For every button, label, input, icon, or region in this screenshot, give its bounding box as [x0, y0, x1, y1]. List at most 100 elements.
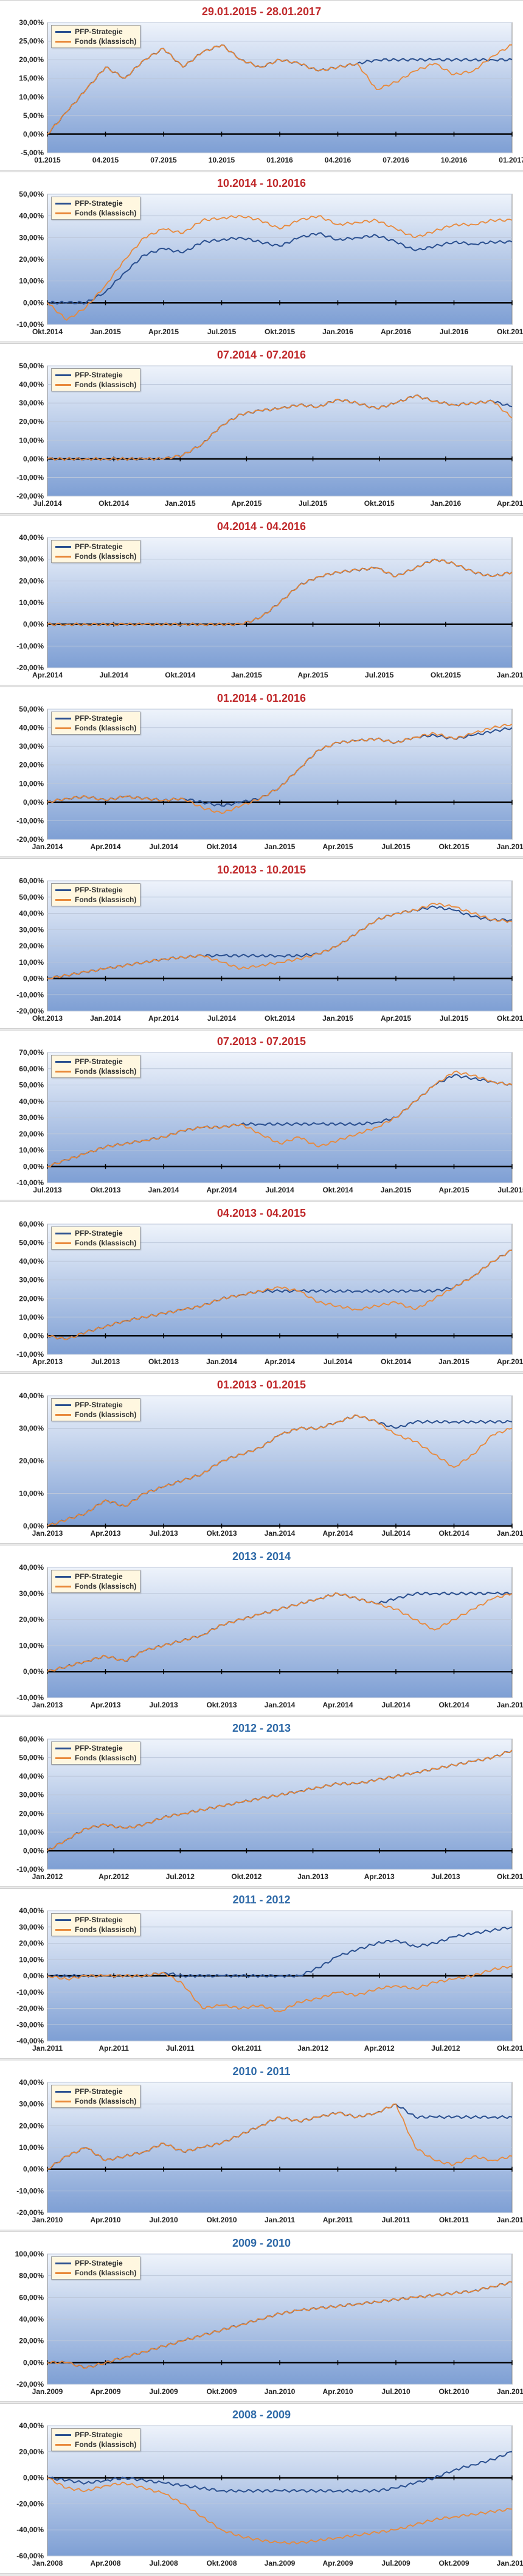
- series-line-fonds-klassisch: [47, 902, 513, 980]
- x-tick-label: Okt.2012: [231, 1872, 262, 1881]
- y-tick-label: -10,00%: [16, 642, 44, 650]
- x-tick-label: Apr.2010: [322, 2387, 353, 2396]
- legend-swatch: [55, 1070, 71, 1073]
- legend-swatch: [55, 2272, 71, 2274]
- x-tick-label: Jan.2012: [297, 2044, 328, 2053]
- legend: PFP-Strategie Fonds (klassisch): [51, 1741, 141, 1765]
- chart-title: 04.2014 - 04.2016: [216, 520, 307, 533]
- y-tick-label: 40,00%: [19, 2315, 44, 2323]
- x-tick-label: Jan.2015: [322, 1014, 353, 1023]
- x-tick-label: Okt.2014: [206, 842, 237, 851]
- x-tick-label: Jul.2015: [381, 842, 410, 851]
- chart-title: 01.2014 - 01.2016: [216, 692, 307, 704]
- x-tick-label: Apr.2015: [148, 327, 179, 336]
- x-tick-label: Apr.2014: [322, 1529, 353, 1538]
- x-tick-label: Jul.2009: [149, 2387, 178, 2396]
- x-tick-label: Okt.2014: [165, 671, 195, 679]
- x-tick-label: 10.2015: [209, 156, 235, 164]
- series-line-fonds-klassisch: [47, 2477, 513, 2545]
- x-tick-label: Apr.2008: [90, 2559, 120, 2567]
- x-tick-label: Jul.2013: [91, 1357, 120, 1366]
- x-tick-label: Okt.2014: [438, 1701, 469, 1709]
- x-tick-label: Jul.2013: [33, 1186, 62, 1194]
- y-tick-label: 40,00%: [19, 533, 44, 542]
- y-tick-label: 40,00%: [19, 1906, 44, 1915]
- x-tick-label: Apr.2013: [364, 1872, 395, 1881]
- line-chart: -10,00% 0,00% 10,00% 20,00% 30,00% 40,00% 50,0…: [16, 1220, 523, 1366]
- x-tick-label: Jan.2014: [90, 1014, 121, 1023]
- x-tick-label: Jan.2016: [430, 499, 461, 508]
- x-tick-label: Jul.2014: [149, 842, 178, 851]
- chart-panel: 2013 - 2014 -10,00% 0,00% 10,00% 20,00% 30,00…: [0, 1545, 523, 1715]
- y-tick-label: -20,00%: [16, 492, 44, 500]
- x-tick-label: Jan.2015: [438, 1357, 469, 1366]
- series-line-fonds-klassisch: [47, 558, 513, 626]
- x-tick-label: Okt.2009: [206, 2387, 237, 2396]
- legend-label: PFP-Strategie: [75, 371, 123, 379]
- line-chart: -20,00% -10,00% 0,00% 10,00% 20,00% 30,00% 40,…: [16, 877, 523, 1023]
- x-tick-label: Apr.2014: [32, 671, 63, 679]
- y-tick-label: 50,00%: [19, 1081, 44, 1090]
- y-tick-label: -10,00%: [16, 1350, 44, 1359]
- x-tick-label: Okt.2014: [322, 1186, 353, 1194]
- series-line-fonds-klassisch: [47, 2103, 513, 2170]
- y-tick-label: 20,00%: [19, 1615, 44, 1624]
- y-tick-label: 60,00%: [19, 877, 44, 885]
- legend-label: PFP-Strategie: [75, 714, 123, 723]
- y-tick-label: 0,00%: [23, 798, 44, 807]
- x-tick-label: Jan.2010: [265, 2387, 296, 2396]
- legend: PFP-Strategie Fonds (klassisch): [51, 540, 141, 563]
- legend-label: Fonds (klassisch): [75, 724, 137, 732]
- legend-swatch: [55, 1242, 71, 1244]
- legend-swatch: [55, 2262, 71, 2264]
- chart-panel: 07.2013 - 07.2015 -10,00% 0,00% 10,00% 20,00…: [0, 1030, 523, 1200]
- x-tick-label: Jan.2011: [32, 2044, 63, 2053]
- legend-label: PFP-Strategie: [75, 2259, 123, 2267]
- legend-label: Fonds (klassisch): [75, 2269, 137, 2277]
- legend-label: Fonds (klassisch): [75, 1410, 137, 1419]
- legend-entry: Fonds (klassisch): [55, 2096, 136, 2106]
- legend-swatch: [55, 383, 71, 386]
- legend: PFP-Strategie Fonds (klassisch): [51, 368, 141, 391]
- legend-entry: Fonds (klassisch): [55, 723, 136, 733]
- legend-label: Fonds (klassisch): [75, 2097, 137, 2105]
- x-tick-label: Okt.2014: [438, 1529, 469, 1538]
- y-tick-label: 0,00%: [23, 1667, 44, 1676]
- y-tick-label: -10,00%: [16, 990, 44, 999]
- y-tick-label: 30,00%: [19, 1923, 44, 1931]
- x-tick-label: Okt.2011: [232, 2044, 262, 2053]
- y-tick-label: 40,00%: [19, 1563, 44, 1572]
- x-tick-label: Okt.2013: [32, 1014, 63, 1023]
- y-tick-label: 40,00%: [19, 2078, 44, 2087]
- x-tick-label: Jul.2016: [440, 327, 469, 336]
- y-tick-label: 40,00%: [19, 1772, 44, 1780]
- y-tick-label: 0,00%: [23, 298, 44, 307]
- y-tick-label: 15,00%: [19, 74, 44, 83]
- x-tick-label: Jul.2014: [265, 1186, 294, 1194]
- x-tick-label: 07.2015: [150, 156, 177, 164]
- y-tick-label: -60,00%: [16, 2552, 44, 2560]
- y-tick-label: 20,00%: [19, 2121, 44, 2130]
- y-tick-label: 30,00%: [19, 2100, 44, 2109]
- x-tick-label: Jul.2008: [149, 2559, 178, 2567]
- chart-title: 07.2013 - 07.2015: [216, 1035, 307, 1048]
- legend-label: PFP-Strategie: [75, 1744, 123, 1752]
- legend-entry: Fonds (klassisch): [55, 1410, 136, 1419]
- x-tick-label: Jan.2014: [265, 1529, 296, 1538]
- x-tick-label: Jul.2012: [431, 2044, 460, 2053]
- y-tick-label: -10,00%: [16, 1865, 44, 1874]
- y-tick-label: 20,00%: [19, 55, 44, 64]
- x-tick-label: Jan.2015: [381, 1186, 412, 1194]
- x-tick-label: Jul.2014: [207, 1014, 237, 1023]
- legend-entry: PFP-Strategie: [55, 885, 136, 895]
- y-tick-label: 10,00%: [19, 436, 44, 444]
- series-line-fonds-klassisch: [47, 1070, 513, 1167]
- x-tick-label: Jan.2015: [497, 1701, 523, 1709]
- x-tick-label: Apr.2015: [381, 1014, 411, 1023]
- y-tick-label: 10,00%: [19, 1955, 44, 1964]
- x-tick-label: Okt.2016: [497, 327, 523, 336]
- y-tick-label: 10,00%: [19, 277, 44, 285]
- y-tick-label: 50,00%: [19, 1754, 44, 1762]
- x-tick-label: Jul.2013: [149, 1701, 178, 1709]
- y-tick-label: -10,00%: [16, 2186, 44, 2195]
